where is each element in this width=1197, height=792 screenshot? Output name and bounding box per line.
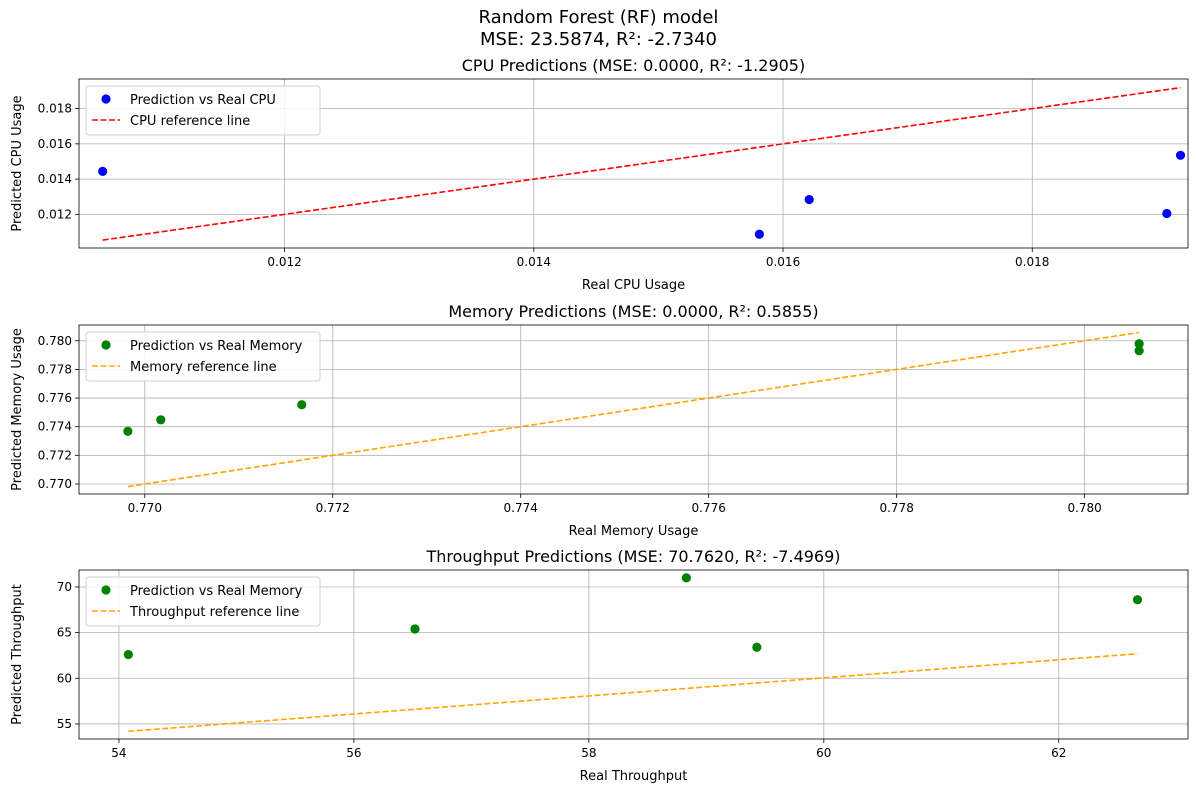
y-tick-label: 0.772 [38, 448, 72, 462]
x-tick-label: 58 [581, 746, 596, 760]
legend: Prediction vs Real CPU CPU reference line [85, 85, 321, 136]
data-point [804, 194, 814, 205]
x-axis-label: Real Memory Usage [569, 524, 699, 539]
legend-marker [101, 585, 111, 595]
data-point [1134, 346, 1144, 356]
data-point [754, 229, 764, 239]
chart-title: Memory Predictions (MSE: 0.0000, R²: 0.5… [448, 302, 818, 321]
x-tick-label: 0.014 [517, 255, 551, 269]
x-tick-label: 60 [816, 746, 831, 760]
legend: Prediction vs Real Memory Memory referenc… [85, 331, 321, 382]
legend-marker [101, 94, 111, 104]
y-tick-label: 0.014 [38, 172, 72, 186]
x-tick-label: 62 [1051, 746, 1066, 760]
y-tick-label: 0.770 [38, 477, 72, 491]
data-point [156, 415, 166, 425]
legend-box [85, 331, 321, 382]
data-point [752, 642, 762, 652]
figure-title-line-2: MSE: 23.5874, R²: -2.7340 [480, 29, 717, 50]
x-tick-label: 0.776 [692, 501, 726, 515]
x-tick-label: 0.770 [128, 501, 162, 515]
legend-label: CPU reference line [130, 114, 250, 129]
legend-label: Memory reference line [130, 360, 277, 375]
chart-3: 54 56 58 60 62 55 60 65 70 Throughput Predictions… [10, 547, 1189, 784]
figure-title-line-1: Random Forest (RF) model [478, 7, 719, 28]
reference-line [127, 331, 1140, 488]
y-tick-label: 0.776 [38, 391, 72, 405]
data-point [681, 573, 691, 583]
chart-2: 0.770 0.772 0.774 0.776 0.778 0.780 0.770 0.772… [10, 302, 1189, 539]
y-tick-label: 0.018 [38, 102, 72, 116]
data-point [1132, 595, 1143, 605]
data-point [1134, 339, 1144, 349]
legend-box [85, 85, 321, 136]
legend-marker [101, 340, 111, 350]
y-axis-label: Predicted Throughput [10, 584, 25, 725]
y-tick-label: 65 [57, 626, 72, 640]
y-tick-label: 0.016 [38, 137, 72, 151]
data-point [98, 166, 108, 176]
data-point [123, 426, 133, 436]
x-tick-label: 56 [346, 746, 361, 760]
y-tick-label: 0.778 [38, 362, 72, 376]
y-axis-label: Predicted CPU Usage [10, 95, 25, 231]
x-tick-label: 0.016 [766, 255, 800, 269]
legend-label: Throughput reference line [129, 605, 299, 620]
y-axis-label: Predicted Memory Usage [10, 328, 25, 491]
x-tick-label: 0.018 [1015, 255, 1049, 269]
x-tick-label: 0.774 [504, 501, 538, 515]
y-tick-label: 70 [57, 580, 72, 594]
data-point [1175, 150, 1186, 160]
x-tick-label: 0.780 [1067, 501, 1101, 515]
y-tick-label: 0.012 [38, 207, 72, 221]
axes-frame [78, 78, 1189, 249]
x-tick-label: 54 [111, 746, 126, 760]
x-tick-label: 0.012 [267, 255, 301, 269]
x-axis-label: Real CPU Usage [582, 278, 685, 293]
y-tick-label: 60 [57, 671, 72, 685]
reference-line [128, 652, 1138, 733]
axes-frame [78, 324, 1189, 495]
legend-box [85, 576, 321, 627]
data-point [123, 649, 133, 660]
x-tick-label: 0.772 [316, 501, 350, 515]
reference-line [102, 86, 1181, 241]
legend-label: Prediction vs Real Memory [130, 584, 303, 599]
figure-title: Random Forest (RF) model MSE: 23.5874, R… [0, 7, 1197, 51]
legend: Prediction vs Real Memory Throughput refe… [85, 576, 321, 627]
chart-1: 0.012 0.014 0.016 0.018 0.012 0.014 0.016 0.018… [10, 56, 1189, 293]
data-point [410, 624, 420, 634]
data-point [1162, 208, 1172, 219]
chart-title: CPU Predictions (MSE: 0.0000, R²: -1.290… [462, 56, 805, 75]
data-point [297, 400, 307, 410]
legend-label: Prediction vs Real Memory [130, 339, 303, 354]
legend-label: Prediction vs Real CPU [130, 93, 276, 108]
x-tick-label: 0.778 [879, 501, 913, 515]
y-tick-label: 0.774 [38, 420, 72, 434]
y-tick-label: 0.780 [38, 334, 72, 348]
x-axis-label: Real Throughput [580, 769, 688, 784]
axes-frame [78, 569, 1189, 740]
chart-title: Throughput Predictions (MSE: 70.7620, R²… [425, 547, 840, 566]
y-tick-label: 55 [57, 717, 72, 731]
